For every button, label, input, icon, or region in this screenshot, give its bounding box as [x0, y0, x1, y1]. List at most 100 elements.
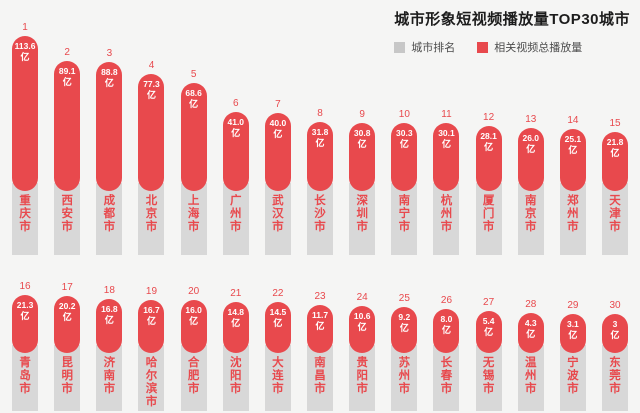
rank-label: 22 [272, 287, 284, 299]
value-bar: 21.3 亿 [12, 294, 39, 353]
rank-label: 24 [356, 291, 368, 303]
city-column: 28 4.3 亿温州市 [510, 298, 552, 411]
rank-track: 广州市 [222, 183, 249, 255]
city-column: 15 21.8 亿天津市 [594, 117, 636, 255]
city-name: 东莞市 [609, 357, 621, 395]
value-bar: 16.7 亿 [138, 299, 165, 353]
value-bar: 3.1 亿 [559, 313, 586, 353]
city-name: 青岛市 [19, 357, 31, 395]
city-column: 2 89.1 亿西安市 [46, 46, 88, 255]
value-unit: 亿 [62, 311, 72, 322]
rank-label: 16 [19, 280, 31, 292]
city-name: 成都市 [103, 195, 116, 233]
city-name: 天津市 [609, 195, 621, 233]
rank-track: 长沙市 [307, 183, 334, 255]
value-bar: 25.1 亿 [559, 128, 586, 191]
chart-title: 城市形象短视频播放量TOP30城市 [394, 11, 630, 28]
value-unit: 亿 [315, 137, 325, 148]
legend-swatch-red [477, 41, 489, 53]
city-name: 无锡市 [482, 357, 495, 395]
value-unit: 亿 [104, 77, 114, 88]
value-bar: 16.0 亿 [180, 300, 207, 353]
value-label: 16.7 [143, 304, 160, 315]
value-unit: 亿 [610, 148, 620, 159]
rank-label: 8 [317, 107, 323, 119]
rank-label: 10 [398, 109, 410, 121]
rank-track: 南宁市 [391, 183, 418, 255]
value-label: 26.0 [522, 132, 540, 143]
value-label: 21.8 [606, 137, 624, 148]
value-unit: 亿 [189, 316, 199, 327]
value-bar: 77.3 亿 [138, 73, 165, 191]
value-bar: 5.4 亿 [475, 311, 502, 353]
value-label: 11.7 [312, 309, 329, 320]
city-column: 3 88.8 亿成都市 [88, 47, 130, 255]
city-column: 19 16.7 亿哈尔滨市 [130, 285, 172, 411]
city-name: 哈尔滨市 [145, 357, 158, 408]
value-label: 77.3 [143, 78, 160, 89]
city-column: 11 30.1 亿杭州市 [425, 108, 467, 255]
value-bar: 28.1 亿 [475, 125, 502, 191]
city-column: 24 10.6 亿贵阳市 [341, 291, 383, 411]
rank-label: 6 [232, 97, 239, 109]
rank-track: 无锡市 [475, 345, 502, 411]
rank-track: 南昌市 [307, 345, 334, 411]
value-unit: 亿 [526, 143, 536, 154]
value-unit: 亿 [62, 77, 72, 88]
value-unit: 亿 [399, 139, 409, 150]
city-name: 南京市 [525, 195, 537, 233]
chart-legend: 城市排名 相关视频总播放量 [394, 39, 630, 55]
rank-label: 11 [441, 109, 452, 121]
city-column: 21 14.8 亿沈阳市 [215, 287, 257, 411]
city-column: 18 16.8 亿济南市 [88, 284, 130, 411]
value-label: 30.1 [438, 128, 455, 139]
value-unit: 亿 [315, 320, 325, 331]
rank-label: 2 [64, 47, 70, 59]
value-unit: 亿 [104, 315, 114, 326]
city-column: 8 31.8 亿长沙市 [299, 107, 341, 255]
rank-track: 济南市 [96, 345, 123, 411]
rank-track: 青岛市 [12, 345, 39, 411]
city-name: 大连市 [272, 357, 284, 395]
city-name: 广州市 [230, 195, 242, 233]
city-name: 武汉市 [272, 195, 284, 233]
city-column: 23 11.7 亿南昌市 [299, 290, 341, 411]
value-bar: 9.2 亿 [391, 307, 418, 353]
value-unit: 亿 [526, 328, 536, 339]
rank-label: 18 [103, 285, 115, 297]
value-bar: 89.1 亿 [54, 61, 81, 191]
city-name: 深圳市 [356, 195, 368, 233]
rank-track: 深圳市 [349, 183, 376, 255]
value-label: 9.2 [398, 312, 411, 323]
chart-row-top: 1 113.6 亿重庆市 2 89.1 亿西安市 3 88.8 亿成都市 4 77.3 亿北京市 5 68… [4, 0, 636, 255]
value-unit: 亿 [484, 327, 494, 338]
rank-label: 14 [567, 114, 579, 126]
value-label: 113.6 [14, 40, 36, 51]
city-name: 济南市 [103, 357, 116, 395]
value-label: 30.3 [396, 128, 413, 139]
city-column: 16 21.3 亿青岛市 [4, 280, 46, 411]
rank-label: 7 [275, 99, 281, 110]
value-bar: 30.1 亿 [433, 123, 460, 191]
rank-track: 重庆市 [12, 183, 39, 255]
rank-track: 成都市 [96, 183, 123, 255]
city-name: 合肥市 [187, 357, 200, 395]
rank-label: 5 [190, 69, 197, 80]
legend-swatch-gray [394, 41, 406, 53]
rank-label: 13 [525, 113, 537, 125]
value-label: 3.1 [566, 318, 579, 329]
value-label: 14.8 [227, 306, 245, 317]
city-name: 宁波市 [567, 357, 579, 395]
rank-label: 1 [22, 21, 28, 33]
rank-label: 28 [525, 298, 537, 310]
value-bar: 88.8 亿 [96, 61, 123, 191]
rank-label: 29 [567, 299, 579, 311]
value-unit: 亿 [399, 323, 409, 334]
value-label: 30.8 [353, 127, 371, 138]
city-column: 29 3.1 亿宁波市 [552, 299, 594, 411]
rank-label: 27 [483, 297, 495, 309]
rank-label: 20 [188, 286, 200, 298]
city-column: 25 9.2 亿苏州市 [383, 292, 425, 411]
rank-track: 温州市 [517, 345, 544, 411]
value-unit: 亿 [146, 315, 156, 326]
